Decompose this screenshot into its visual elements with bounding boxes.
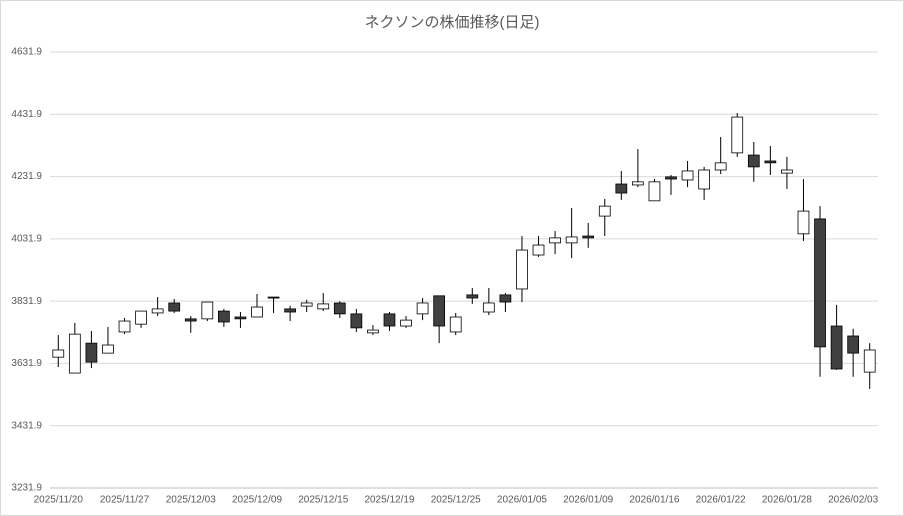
- candle-body: [747, 154, 760, 168]
- x-tick-label: 2025/12/09: [232, 495, 282, 506]
- candle-body: [830, 325, 843, 370]
- candle-body: [118, 320, 131, 333]
- x-tick-label: 2025/12/03: [166, 495, 216, 506]
- candle-body: [532, 244, 545, 256]
- candle-body: [482, 302, 495, 313]
- candle-body: [814, 218, 826, 348]
- candle-body: [416, 302, 429, 315]
- x-tick-label: 2026/01/22: [696, 495, 746, 506]
- x-tick-label: 2025/12/25: [431, 495, 481, 506]
- x-tick-label: 2026/02/03: [828, 495, 878, 506]
- candle-body: [449, 316, 462, 333]
- y-tick-label: 4231.9: [11, 171, 42, 182]
- candle-body: [731, 116, 744, 154]
- candle-body: [85, 342, 98, 363]
- x-tick-label: 2026/01/16: [629, 495, 679, 506]
- candle-body: [598, 205, 611, 217]
- x-tick-label: 2026/01/09: [563, 495, 613, 506]
- candle-body: [102, 344, 114, 354]
- x-tick-label: 2026/01/28: [762, 495, 812, 506]
- chart-title: ネクソンの株価推移(日足): [365, 14, 540, 31]
- candle-body: [168, 302, 181, 312]
- y-tick-label: 3831.9: [11, 296, 42, 307]
- candle-body: [317, 303, 330, 310]
- y-tick-label: 3231.9: [11, 483, 42, 494]
- x-tick-label: 2025/12/19: [364, 495, 414, 506]
- candle-body: [300, 302, 313, 307]
- candle-body: [615, 183, 628, 194]
- x-tick-label: 2025/11/27: [100, 495, 150, 506]
- candle-body: [863, 349, 876, 373]
- y-tick-label: 4631.9: [11, 47, 42, 58]
- x-tick-label: 2025/12/15: [298, 495, 348, 506]
- candle-body: [218, 310, 230, 323]
- candle-body: [516, 249, 528, 290]
- candle-body: [466, 294, 479, 299]
- candle-body: [267, 296, 280, 299]
- y-tick-label: 3431.9: [11, 420, 42, 431]
- candle-body: [201, 301, 214, 320]
- candle-body: [847, 335, 860, 354]
- candle-body: [665, 176, 677, 180]
- candle-body: [681, 170, 694, 181]
- candle-body: [350, 313, 363, 329]
- candle-body: [151, 308, 164, 314]
- candle-body: [582, 235, 595, 239]
- candle-body: [284, 308, 296, 313]
- candle-body: [499, 294, 512, 303]
- y-tick-label: 4431.9: [11, 109, 42, 120]
- candle-body: [400, 319, 412, 327]
- candle-body: [648, 181, 661, 202]
- candle-body: [764, 160, 777, 164]
- y-tick-label: 4031.9: [11, 233, 42, 244]
- candle-body: [632, 181, 644, 186]
- candle-body: [383, 313, 396, 327]
- candle-body: [433, 295, 446, 327]
- candle-body: [234, 316, 247, 320]
- candle-body: [68, 333, 81, 374]
- candle-body: [565, 236, 578, 244]
- candle-body: [135, 310, 147, 325]
- candle-body: [698, 169, 710, 190]
- candle-body: [184, 318, 197, 322]
- x-tick-label: 2026/01/05: [497, 495, 547, 506]
- candle-body: [797, 210, 810, 235]
- candle-body: [251, 306, 263, 318]
- candle-body: [781, 169, 793, 174]
- candle-body: [714, 162, 727, 171]
- candle-body: [549, 237, 561, 244]
- y-tick-label: 3631.9: [11, 358, 42, 369]
- candle-body: [52, 349, 65, 358]
- candle-body: [367, 329, 379, 334]
- x-tick-label: 2025/11/20: [34, 495, 84, 506]
- candle-body: [333, 302, 346, 315]
